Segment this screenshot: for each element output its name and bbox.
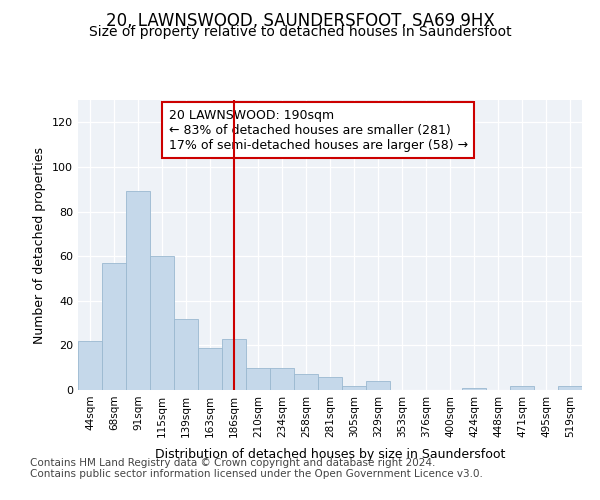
Bar [462, 388, 486, 390]
Bar [78, 341, 102, 390]
Bar [246, 368, 270, 390]
Text: Contains HM Land Registry data © Crown copyright and database right 2024.
Contai: Contains HM Land Registry data © Crown c… [30, 458, 483, 479]
Bar [318, 376, 342, 390]
Bar [366, 381, 390, 390]
Bar [558, 386, 582, 390]
Bar [126, 192, 150, 390]
Bar [342, 386, 366, 390]
Bar [174, 318, 198, 390]
X-axis label: Distribution of detached houses by size in Saundersfoot: Distribution of detached houses by size … [155, 448, 505, 461]
Text: 20, LAWNSWOOD, SAUNDERSFOOT, SA69 9HX: 20, LAWNSWOOD, SAUNDERSFOOT, SA69 9HX [106, 12, 494, 30]
Bar [294, 374, 318, 390]
Bar [270, 368, 294, 390]
Bar [222, 338, 246, 390]
Y-axis label: Number of detached properties: Number of detached properties [34, 146, 46, 344]
Text: Size of property relative to detached houses in Saundersfoot: Size of property relative to detached ho… [89, 25, 511, 39]
Bar [150, 256, 174, 390]
Bar [198, 348, 222, 390]
Bar [510, 386, 534, 390]
Bar [102, 263, 126, 390]
Text: 20 LAWNSWOOD: 190sqm
← 83% of detached houses are smaller (281)
17% of semi-deta: 20 LAWNSWOOD: 190sqm ← 83% of detached h… [169, 108, 468, 152]
